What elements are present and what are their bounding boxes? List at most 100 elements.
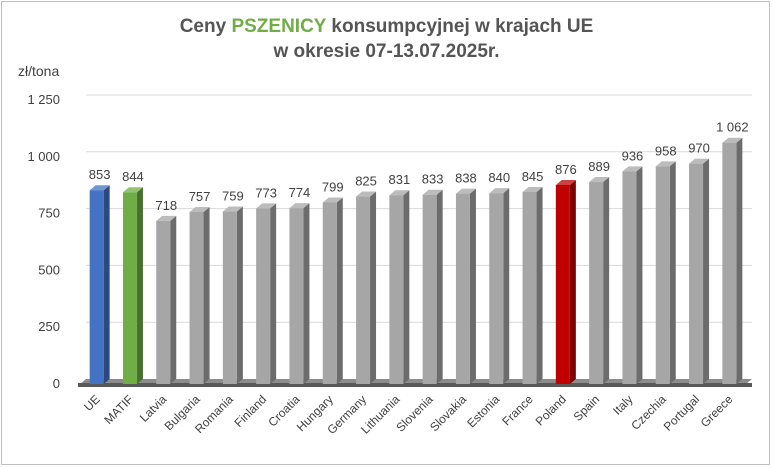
chart-title-line-2: w okresie 07-13.07.2025r. (273, 41, 500, 62)
bar-top (256, 203, 277, 209)
bar-side (703, 158, 710, 384)
bar-side (503, 188, 510, 384)
value-label: 774 (289, 185, 311, 200)
y-axis-label: zł/tona (18, 63, 60, 79)
bar-front (189, 212, 204, 384)
floor-edge (78, 383, 752, 387)
bar-lithuania (389, 190, 410, 384)
bar-side (136, 187, 143, 384)
bar-side (270, 203, 277, 384)
y-tick-label: 250 (38, 319, 60, 334)
floor-top (80, 379, 752, 384)
bar-side (103, 185, 110, 384)
bars (89, 137, 743, 384)
bar-front (156, 220, 171, 384)
title-prefix: Ceny (179, 16, 232, 37)
bar-front (589, 182, 604, 384)
x-tick-label: Slovenia (393, 392, 436, 435)
bar-top (722, 137, 743, 143)
bar-side (436, 189, 443, 384)
x-tick-label: Italy (610, 392, 635, 417)
value-label: 958 (655, 143, 677, 158)
bar-greece (722, 137, 743, 384)
bar-side (469, 188, 476, 384)
gridlines (86, 94, 752, 323)
bar-front (389, 195, 404, 384)
bar-top (589, 177, 610, 183)
bar-italy (622, 166, 643, 384)
value-label: 838 (455, 171, 477, 186)
value-label: 840 (488, 170, 510, 185)
x-tick-label: MATIF (101, 392, 136, 427)
value-labels: 853 844 718 757 759 773 774 799 825 831 833 838 840 8… (89, 120, 749, 213)
bar-bulgaria (189, 207, 210, 384)
bar-front (522, 192, 537, 384)
value-label: 845 (522, 169, 544, 184)
bar-top (89, 185, 110, 191)
value-label: 773 (255, 185, 277, 200)
bar-top (156, 215, 177, 221)
bar-croatia (289, 203, 310, 384)
bar-side (603, 177, 610, 384)
bar-top (522, 187, 543, 193)
bar-top (389, 190, 410, 196)
bar-side (336, 197, 343, 384)
bar-front (455, 193, 470, 384)
value-label: 844 (122, 169, 144, 184)
value-label: 1 062 (716, 120, 749, 135)
y-tick-label: 750 (38, 206, 60, 221)
value-label: 853 (89, 167, 111, 182)
bar-top (455, 188, 476, 194)
bar-side (736, 137, 743, 384)
bar-front (689, 163, 704, 384)
x-tick-label: Poland (533, 392, 569, 428)
value-label: 799 (322, 179, 344, 194)
bar-latvia (156, 215, 177, 384)
bar-top (189, 207, 210, 213)
chart-title: Ceny PSZENICY konsumpcyjnej w krajach UE… (0, 14, 773, 64)
bar-romania (222, 206, 243, 384)
bar-side (403, 190, 410, 384)
y-tick-label: 0 (53, 376, 60, 391)
x-tick-label: Slovakia (427, 392, 469, 434)
bar-top (322, 197, 343, 203)
bar-ue (89, 185, 110, 384)
bar-top (422, 189, 443, 195)
bar-front (722, 142, 737, 384)
bar-top (689, 158, 710, 164)
bar-czechia (655, 161, 676, 384)
bar-side (636, 166, 643, 384)
value-label: 876 (555, 162, 577, 177)
x-tick-label: Spain (571, 392, 603, 424)
bar-top (289, 203, 310, 209)
y-axis-ticks: 0 250 500 750 1 000 1 250 (27, 92, 60, 391)
bar-side (303, 203, 310, 384)
bar-top (489, 188, 510, 194)
bar-front (356, 196, 371, 384)
bar-estonia (489, 188, 510, 384)
bar-front (489, 193, 504, 384)
x-tick-label: Greece (698, 392, 736, 430)
bar-spain (589, 177, 610, 384)
value-label: 889 (588, 159, 610, 174)
bar-front (655, 166, 670, 384)
bar-side (203, 207, 210, 384)
bar-hungary (322, 197, 343, 384)
x-tick-label: Finland (232, 392, 270, 430)
value-label: 757 (189, 189, 211, 204)
bar-portugal (689, 158, 710, 384)
bar-front (122, 192, 137, 384)
bar-front (222, 211, 237, 384)
y-tick-label: 500 (38, 262, 60, 277)
bar-side (170, 215, 177, 384)
bar-top (555, 179, 576, 185)
bar-france (522, 187, 543, 384)
y-tick-label: 1 000 (27, 149, 60, 164)
bar-slovakia (455, 188, 476, 384)
value-label: 833 (422, 172, 444, 187)
bar-top (356, 191, 377, 197)
bar-top (122, 187, 143, 193)
bar-side (669, 161, 676, 384)
